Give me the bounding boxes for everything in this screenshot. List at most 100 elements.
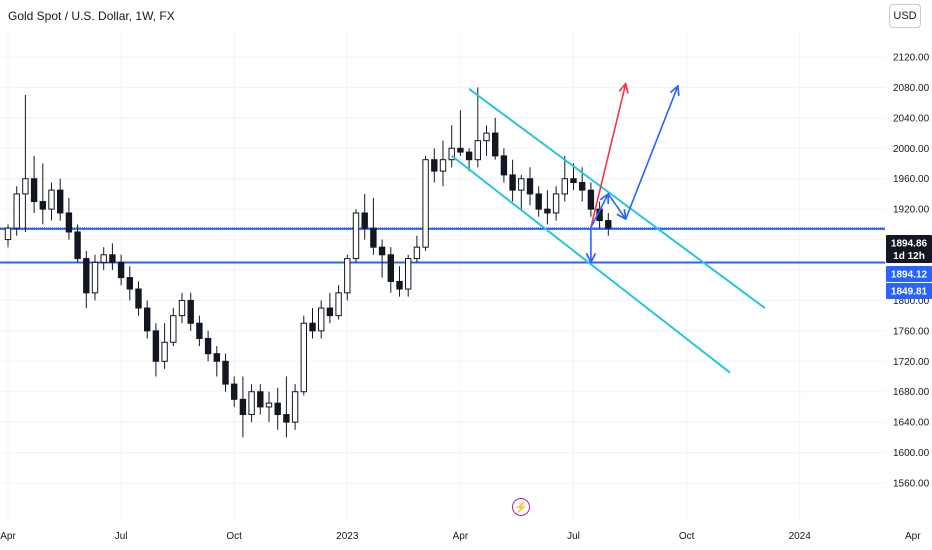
y-tick-label: 2000.00 — [893, 144, 930, 155]
candle-body — [30, 178, 38, 203]
candle-body — [361, 212, 368, 229]
candle-body — [352, 212, 360, 260]
candle — [187, 292, 194, 331]
candle — [257, 384, 264, 415]
candle-body — [187, 299, 194, 324]
candle-body — [465, 151, 473, 161]
candle — [144, 300, 151, 339]
candle-body — [422, 159, 429, 248]
candle — [117, 254, 125, 286]
candle-body — [318, 307, 325, 332]
y-tick-label: 1720.00 — [893, 357, 930, 368]
candle — [265, 391, 273, 423]
candlesticks — [4, 87, 612, 438]
candle — [361, 193, 368, 240]
candle-body — [291, 391, 299, 423]
candle-body — [335, 292, 342, 317]
candle-body — [274, 402, 281, 416]
candle-body — [405, 258, 412, 290]
candle-body — [300, 322, 308, 393]
candle-body — [161, 341, 168, 362]
candle-body — [248, 391, 255, 416]
candle-body — [91, 261, 99, 294]
x-tick-label: Jul — [115, 531, 128, 542]
candle-body — [483, 132, 490, 142]
candle — [30, 155, 38, 213]
candle — [509, 159, 516, 202]
candle — [4, 224, 12, 248]
x-tick-label: Apr — [453, 531, 469, 542]
candle — [518, 174, 525, 210]
candle — [135, 281, 142, 316]
candle — [300, 315, 308, 396]
x-tick-label: Oct — [679, 531, 695, 542]
candle-body — [387, 254, 395, 282]
candle — [344, 254, 351, 301]
candle-body — [474, 140, 482, 161]
candle — [196, 315, 203, 347]
candle — [370, 197, 377, 255]
price-tag-2: 1849.81 — [886, 283, 932, 299]
arrow-2 — [590, 194, 608, 228]
candle-body — [309, 322, 316, 332]
candle-body — [239, 398, 247, 416]
time-axis[interactable]: AprJulOct2023AprJulOct2024AprJul — [0, 520, 932, 550]
candle-body — [213, 353, 221, 362]
candle-body — [448, 147, 455, 161]
candle — [396, 266, 403, 297]
candle — [13, 186, 20, 236]
price-tag-1: 1894.12 — [886, 266, 932, 282]
price-tag-bg — [886, 235, 932, 263]
candle-body — [170, 315, 177, 343]
candle-body — [4, 227, 12, 241]
candle — [291, 384, 299, 430]
candle — [405, 254, 412, 297]
price-tag-bg — [886, 283, 932, 299]
candle — [274, 387, 281, 430]
candle — [39, 163, 46, 225]
candle-body — [117, 261, 125, 279]
candle — [318, 300, 325, 339]
candle — [65, 197, 73, 240]
candle-body — [413, 246, 421, 260]
candle-body — [344, 258, 351, 294]
x-tick-label: Apr — [905, 531, 921, 542]
candle — [605, 212, 612, 236]
candle — [483, 125, 490, 156]
candle — [178, 292, 186, 324]
candle-body — [135, 288, 142, 309]
y-tick-label: 1680.00 — [893, 387, 930, 398]
y-tick-label: 1640.00 — [893, 418, 930, 429]
candle-body — [570, 178, 577, 184]
candle-body — [544, 208, 551, 214]
candle — [231, 376, 238, 407]
candle — [239, 376, 247, 438]
candle — [22, 95, 29, 232]
candle-body — [126, 277, 133, 290]
candle — [126, 266, 133, 301]
candle-body — [178, 299, 186, 317]
candle-body — [57, 189, 64, 214]
currency-button[interactable]: USD — [889, 4, 921, 28]
candle-body — [74, 231, 81, 260]
candle-body — [587, 189, 595, 210]
candle — [500, 148, 508, 183]
candle — [152, 323, 160, 377]
y-tick-label: 1800.00 — [893, 296, 930, 307]
x-tick-label: Jul — [567, 531, 580, 542]
lightning-icon[interactable]: ⚡ — [512, 498, 530, 516]
candle-body — [326, 307, 334, 317]
candle — [170, 308, 177, 347]
x-tick-label: 2023 — [336, 531, 359, 542]
candle-body — [439, 159, 447, 172]
horizontal-lines — [0, 227, 885, 264]
arrow-4 — [624, 86, 678, 220]
candle-body — [109, 254, 116, 263]
candle-body — [152, 330, 160, 362]
y-tick-label: 2080.00 — [893, 83, 930, 94]
x-tick-label: Oct — [226, 531, 242, 542]
candle-body — [605, 220, 612, 229]
candle — [492, 117, 499, 160]
